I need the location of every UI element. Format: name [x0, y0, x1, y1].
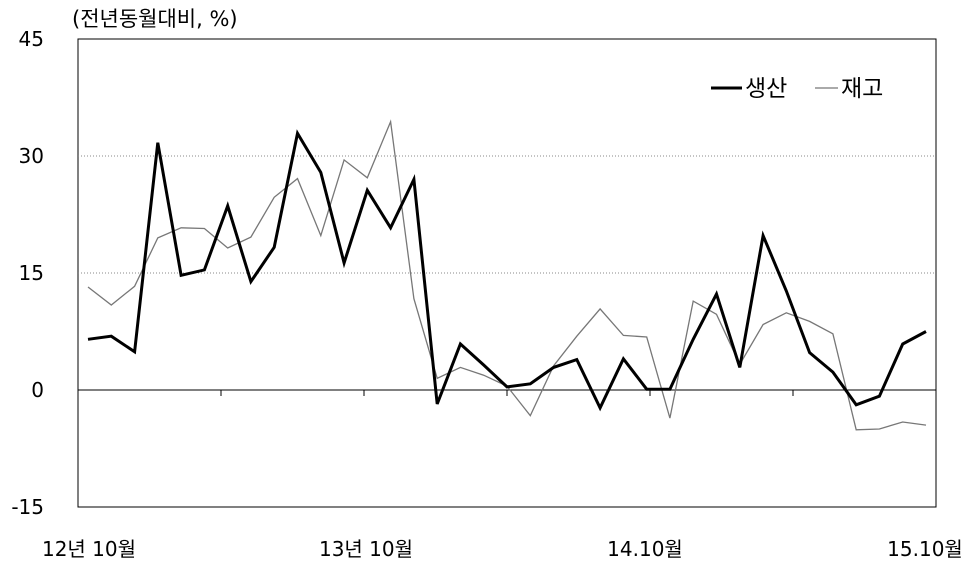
- unit-label: (전년동월대비, %): [72, 7, 238, 31]
- legend: 생산 재고: [711, 76, 883, 102]
- legend-label-inventory: 재고: [841, 76, 883, 102]
- y-tick-label: 30: [19, 144, 44, 168]
- series-line-production: [87, 129, 927, 412]
- series-line-inventory: [87, 119, 927, 431]
- x-tick-label: 15.10월: [887, 537, 963, 561]
- x-tick-label: 13년 10월: [319, 537, 413, 561]
- y-axis-tick-labels: -15 0 15 30 45: [11, 27, 44, 519]
- x-tick-label: 14.10월: [607, 537, 683, 561]
- plot-area: [77, 38, 937, 508]
- y-tick-label: 0: [31, 378, 44, 402]
- grid-lines: [78, 155, 936, 274]
- y-tick-label: 45: [19, 27, 44, 51]
- y-tick-label: -15: [11, 495, 44, 519]
- axes: [78, 389, 936, 396]
- x-axis-tick-labels: 12년 10월 13년 10월 14.10월 15.10월: [42, 537, 963, 561]
- legend-label-production: 생산: [745, 76, 787, 102]
- x-tick-label: 12년 10월: [42, 537, 136, 561]
- series-lines: [87, 119, 927, 431]
- y-tick-label: 15: [19, 261, 44, 285]
